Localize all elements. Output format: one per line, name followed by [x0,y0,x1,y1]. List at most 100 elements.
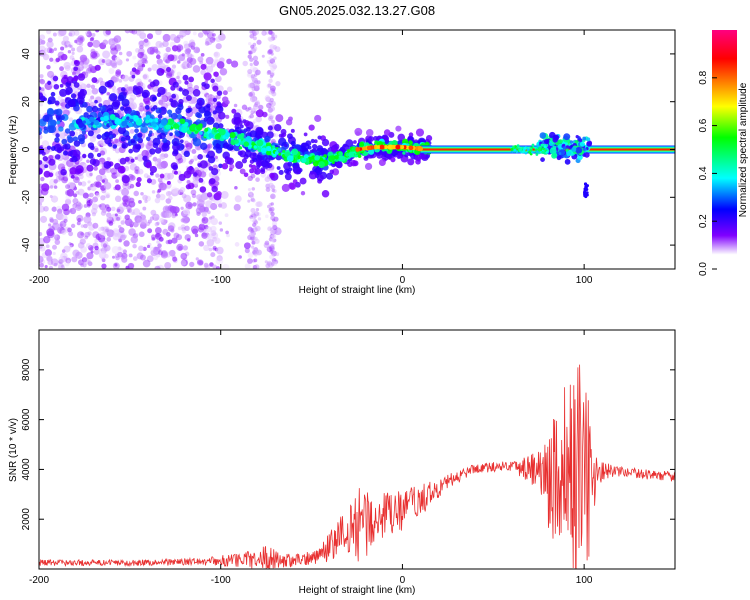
spectrogram-noise-mark [53,179,58,184]
spectrogram-burst-mark [513,148,517,152]
spectrogram-noise-mark [206,30,215,34]
spectrogram-noise-mark [192,31,197,36]
chart-title: GN05.2025.032.13.27.G08 [279,3,435,18]
spectrogram-ridge-mark [78,122,85,128]
spectrogram-noise-mark [61,203,70,212]
spectrogram-noise-mark [157,177,163,183]
spectrogram-noise-mark [118,238,122,242]
spectrogram-noise-mark [156,162,164,170]
spectrogram-signal-mark [241,158,248,164]
spectrogram-streak-mark [252,55,259,61]
spectrogram-burst-mark [575,146,583,154]
spectrogram-streak-mark [247,68,253,75]
spectrogram-burst-mark [583,189,587,193]
spectrogram-ridge-mark [179,118,186,125]
spectrogram-signal-mark [132,85,138,91]
spectrogram-signal-mark [98,85,107,94]
spectrogram-noise-mark [105,204,110,209]
spectrogram-noise-mark [102,39,109,46]
spectrogram-noise-mark [114,148,121,154]
spectrogram-noise-mark [63,218,68,223]
spectrogram-signal-mark [172,81,179,88]
spectrogram-noise-mark [104,192,111,199]
spectrogram-signal-mark [95,181,102,188]
spectrogram-streak-mark [244,263,251,269]
spectrogram-noise-mark [154,222,160,227]
spectrogram-signal-mark [185,107,192,114]
spectrogram-signal-mark [136,145,142,150]
spectrogram-signal-mark [77,73,86,81]
spectrogram-streak-mark [270,238,275,242]
spectrogram-signal-mark [203,72,212,81]
spectrogram-noise-mark [68,30,76,37]
spectrogram-noise-mark [136,82,141,87]
spectrogram-ridge-mark [173,123,179,129]
spectrogram-signal-mark [131,67,137,73]
spectrogram-noise-mark [68,231,74,237]
spectrogram-signal-mark [235,161,244,170]
spectrogram-noise-mark [147,67,152,72]
spectrogram-burst-mark [540,143,544,147]
spectrogram-noise-mark [98,204,102,208]
spectrogram-noise-mark [74,176,79,181]
spectrogram-signal-mark [236,119,243,126]
spectrogram-noise-mark [186,180,191,185]
spectrogram-signal-mark [365,128,374,137]
spectrogram-noise-mark [195,257,199,261]
spectrogram-noise-mark [131,211,135,215]
spectrogram-noise-mark [165,46,171,53]
spectrogram-noise-mark [224,213,229,218]
spectrogram-noise-mark [234,185,238,190]
spectrogram-streak-mark [268,182,274,188]
spectrogram-noise-mark [110,47,118,56]
spectrogram-noise-mark [186,62,193,69]
spectrogram-streak-mark [252,222,257,228]
spectrogram-signal-mark [244,150,252,158]
spectrogram-ridge-mark [88,116,95,123]
spectrogram-streak-mark [254,101,261,108]
spectrogram-noise-mark [58,258,64,265]
spectrogram-signal-mark [117,165,126,174]
spectrogram-ridge-mark [357,154,362,158]
spectrogram-streak-mark [247,175,253,182]
spectrogram-noise-mark [164,261,172,269]
spectrogram-streak-mark [267,49,273,54]
spectrogram-noise-mark [50,258,59,267]
spectrogram-signal-mark [329,169,335,175]
spectrogram-noise-mark [140,192,144,196]
spectrogram-noise-mark [207,143,213,149]
spectrogram-streak-mark [248,41,252,46]
spectrogram-burst-mark [531,143,535,147]
spectrogram-noise-mark [213,51,221,58]
colorbar-tick-label: 0.0 [698,262,709,276]
spectrogram-signal-mark [170,112,178,120]
spectrogram-signal-mark [210,78,215,84]
spectrogram-ridge-mark [328,155,335,163]
spectrogram-signal-mark [121,175,130,184]
spectrogram-peak-mark [391,145,396,150]
spectrogram-noise-mark [184,251,190,257]
spectrogram-noise-mark [115,179,120,184]
spectrogram-noise-mark [86,200,93,207]
spectrogram-noise-mark [85,88,93,96]
spectrogram-noise-mark [52,218,59,225]
spectrogram-noise-mark [68,244,73,249]
spectrogram-signal-mark [290,128,295,133]
spectrogram-noise-mark [67,50,72,54]
spectrogram-streak-mark [261,54,265,58]
colorbar-gradient [712,30,737,269]
spectrogram-peak-mark [376,145,380,149]
spectrogram-noise-mark [104,246,109,251]
spectrogram-noise-mark [166,102,171,107]
spectrogram-noise-mark [39,45,46,54]
spectrogram-noise-mark [53,185,58,189]
spectrogram-noise-mark [182,245,188,251]
spectrogram-signal-mark [397,152,404,159]
spectrogram-noise-mark [156,221,160,226]
spectrogram-signal-mark [303,132,308,137]
spectrogram-noise-mark [111,62,118,69]
spectrogram-signal-mark [155,107,162,114]
spectrogram-noise-mark [231,60,239,68]
spectrogram-signal-mark [64,128,71,134]
